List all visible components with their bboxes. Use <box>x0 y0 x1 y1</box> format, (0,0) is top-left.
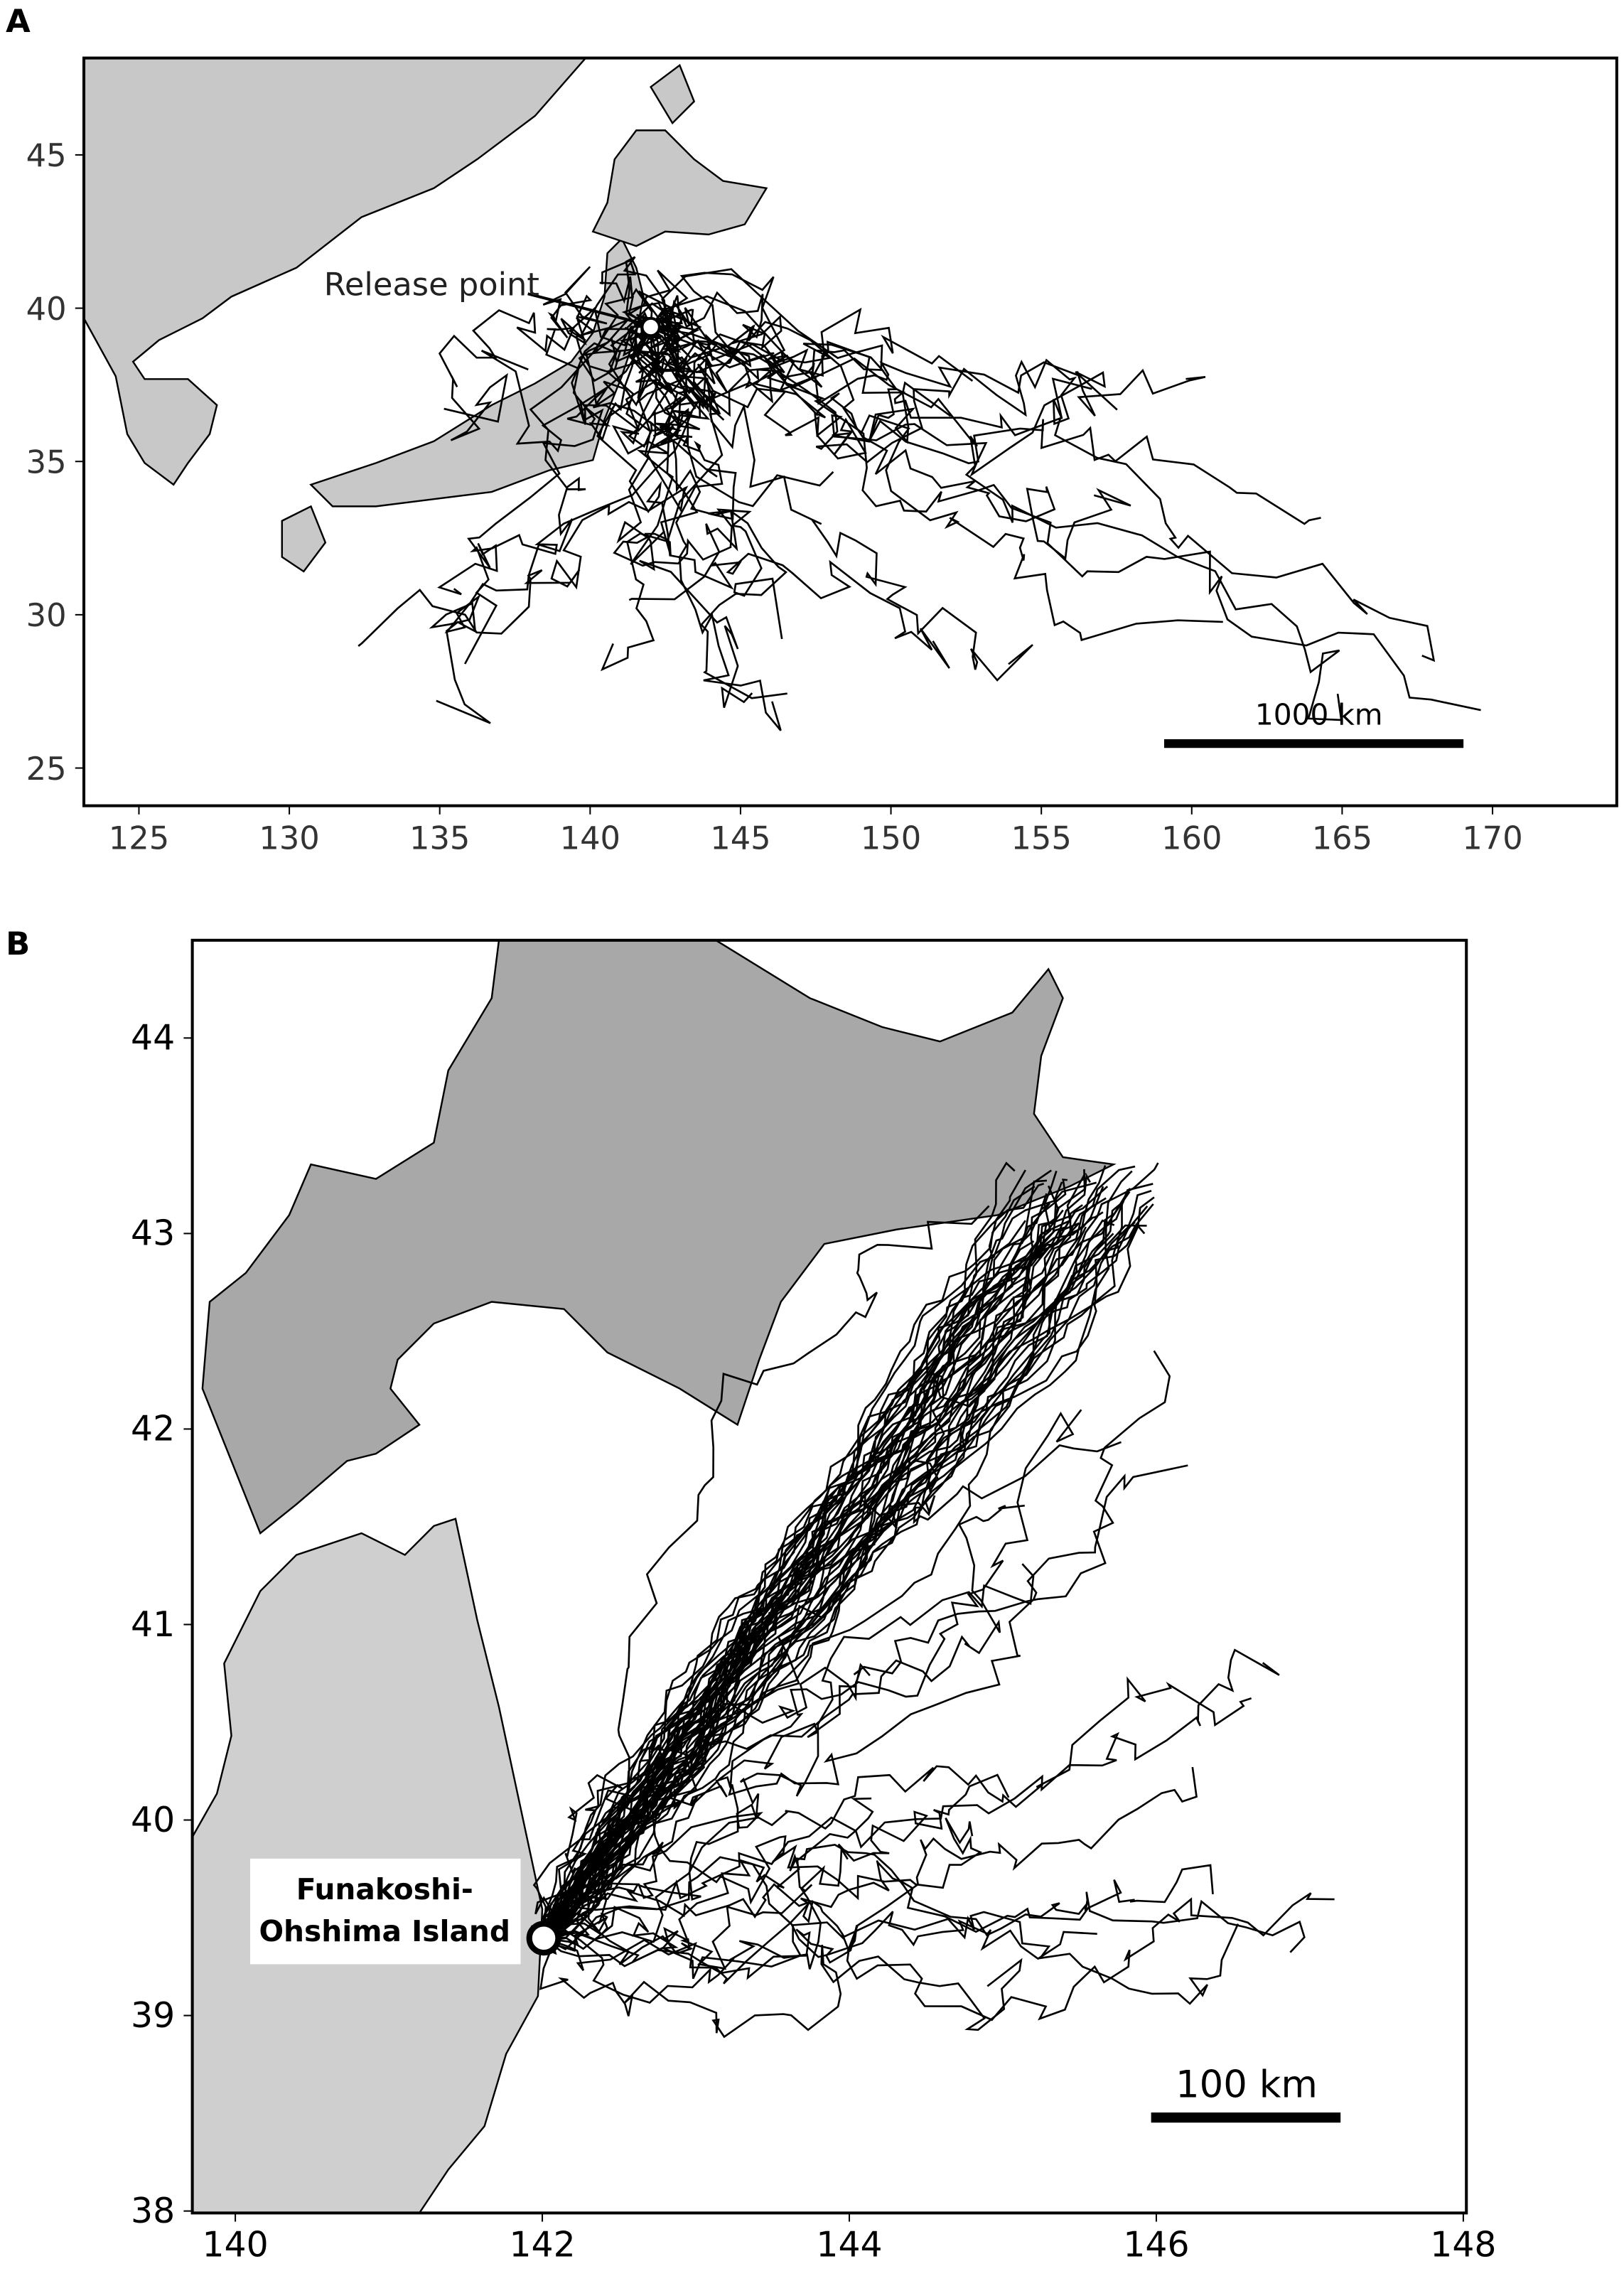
annotation: Ohshima Island <box>259 1914 510 1948</box>
y-tick-label: 35 <box>26 444 67 481</box>
track <box>542 1203 1154 1939</box>
track <box>542 1233 1114 1939</box>
x-tick-label: 135 <box>409 820 470 857</box>
leader <box>527 292 645 326</box>
y-tick-label: 25 <box>26 750 67 788</box>
x-tick-label: 150 <box>861 820 921 857</box>
track <box>529 1372 996 1943</box>
track <box>542 1409 1082 1938</box>
track <box>542 1181 1063 1939</box>
track <box>543 1892 1335 2022</box>
x-tick-label: 144 <box>816 2224 882 2265</box>
track <box>542 1186 1104 1939</box>
x-tick-label: 140 <box>202 2224 268 2265</box>
y-tick-label: 45 <box>26 136 67 174</box>
track <box>530 1925 1023 2039</box>
x-tick-label: 130 <box>259 820 319 857</box>
track <box>543 1856 1306 1958</box>
track <box>543 1860 1214 1985</box>
tracks <box>357 256 1481 731</box>
track <box>650 308 1206 417</box>
track <box>639 295 753 709</box>
y-tick-label: 39 <box>131 1995 175 2036</box>
panel-label: A <box>6 2 31 40</box>
track <box>579 326 787 699</box>
y-tick-label: 38 <box>131 2191 175 2231</box>
x-tick-label: 140 <box>560 820 620 857</box>
y-tick-label: 30 <box>26 596 67 634</box>
track <box>438 308 652 441</box>
scale-label: 100 km <box>1176 2063 1318 2107</box>
tracks <box>529 1161 1335 2039</box>
land <box>192 940 1467 2213</box>
track <box>542 1162 1159 1939</box>
track <box>600 326 701 672</box>
y-tick-label: 44 <box>131 1018 175 1058</box>
track <box>650 326 1223 642</box>
track <box>592 326 782 731</box>
track <box>357 326 689 647</box>
track <box>543 1220 1026 1939</box>
y-tick-label: 43 <box>131 1213 175 1254</box>
frame <box>82 56 1618 807</box>
track <box>542 1185 1059 1938</box>
x-tick-label: 145 <box>710 820 770 857</box>
x-tick-label: 125 <box>109 820 169 857</box>
x-tick-label: 170 <box>1462 820 1522 857</box>
track <box>542 1170 1133 1939</box>
track <box>650 326 1481 712</box>
track <box>540 1676 1252 1943</box>
panel-label: B <box>6 925 30 962</box>
annotation: Release point <box>324 265 539 303</box>
track <box>543 1464 1188 1940</box>
release-point <box>640 316 661 338</box>
y-tick-label: 41 <box>131 1604 175 1645</box>
frame <box>190 938 1468 2215</box>
x-tick-label: 155 <box>1011 820 1071 857</box>
x-tick-label: 148 <box>1430 2224 1496 2265</box>
track <box>542 1165 1136 1939</box>
track <box>628 272 974 388</box>
track <box>636 327 1118 478</box>
track <box>537 1563 1035 1941</box>
track <box>543 1773 1010 2004</box>
track <box>650 301 1131 560</box>
track <box>542 266 671 373</box>
track <box>543 1766 1198 1980</box>
track <box>429 296 652 724</box>
y-tick-label: 42 <box>131 1409 175 1449</box>
track <box>480 256 702 453</box>
track <box>543 1883 1239 2005</box>
annotation: Funakoshi- <box>296 1872 473 1906</box>
track <box>596 326 950 669</box>
x-tick-label: 142 <box>509 2224 575 2265</box>
x-tick-label: 160 <box>1161 820 1222 857</box>
track <box>543 1843 1097 1965</box>
x-tick-label: 146 <box>1123 2224 1189 2265</box>
y-tick-label: 40 <box>131 1800 175 1840</box>
track <box>543 1504 1025 1947</box>
label-box <box>250 1858 521 1965</box>
x-tick-label: 165 <box>1312 820 1372 857</box>
y-tick-label: 40 <box>26 290 67 328</box>
scale-label: 1000 km <box>1255 698 1383 732</box>
track <box>650 268 1321 525</box>
track <box>543 1193 1048 1939</box>
release-point <box>526 1921 561 1956</box>
track <box>650 295 1436 662</box>
track <box>650 299 1092 463</box>
track <box>542 1224 1147 1939</box>
track <box>542 1240 1035 1938</box>
track <box>543 1818 983 1939</box>
track <box>543 1201 1125 1939</box>
